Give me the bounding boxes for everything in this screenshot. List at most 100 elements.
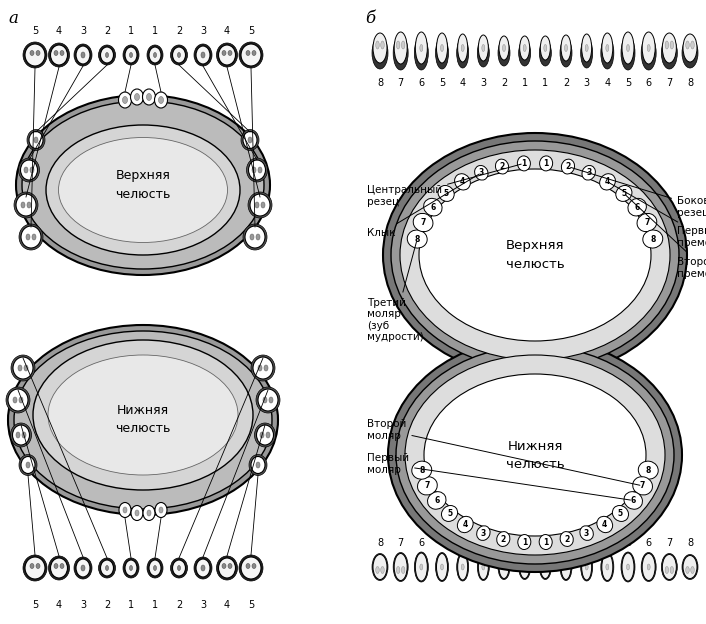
- Text: 2: 2: [564, 535, 569, 544]
- Text: 1: 1: [128, 600, 134, 610]
- Ellipse shape: [81, 52, 85, 58]
- Ellipse shape: [123, 97, 128, 104]
- Text: 2: 2: [566, 162, 570, 171]
- Text: 2: 2: [104, 600, 110, 610]
- Text: 5: 5: [621, 189, 626, 198]
- Ellipse shape: [396, 567, 400, 573]
- Ellipse shape: [26, 462, 30, 468]
- Ellipse shape: [8, 325, 278, 515]
- Text: 7: 7: [397, 78, 404, 88]
- Ellipse shape: [228, 51, 232, 56]
- Text: 1: 1: [128, 26, 134, 36]
- Ellipse shape: [159, 507, 163, 513]
- Text: 3: 3: [586, 168, 592, 177]
- Ellipse shape: [256, 462, 260, 468]
- Ellipse shape: [49, 43, 69, 67]
- Ellipse shape: [149, 560, 161, 576]
- Ellipse shape: [177, 565, 181, 570]
- Ellipse shape: [256, 425, 273, 445]
- Ellipse shape: [520, 555, 530, 578]
- Ellipse shape: [393, 36, 408, 70]
- Ellipse shape: [254, 423, 275, 447]
- Ellipse shape: [264, 365, 268, 371]
- Ellipse shape: [523, 44, 526, 52]
- Ellipse shape: [21, 226, 41, 248]
- Text: 2: 2: [499, 162, 505, 171]
- Text: 5: 5: [32, 600, 38, 610]
- Ellipse shape: [27, 202, 31, 208]
- Ellipse shape: [457, 516, 473, 533]
- Ellipse shape: [14, 192, 38, 218]
- Ellipse shape: [14, 331, 272, 509]
- Ellipse shape: [217, 556, 237, 580]
- Ellipse shape: [498, 40, 510, 66]
- Ellipse shape: [33, 340, 253, 490]
- Ellipse shape: [59, 137, 227, 243]
- Ellipse shape: [436, 552, 448, 582]
- Ellipse shape: [373, 33, 387, 63]
- Ellipse shape: [580, 38, 592, 68]
- Ellipse shape: [24, 167, 28, 173]
- Ellipse shape: [171, 45, 188, 65]
- Ellipse shape: [129, 565, 133, 570]
- Ellipse shape: [196, 559, 210, 577]
- Ellipse shape: [412, 461, 431, 479]
- Ellipse shape: [391, 141, 679, 369]
- Ellipse shape: [582, 554, 592, 580]
- Ellipse shape: [642, 230, 663, 248]
- Ellipse shape: [626, 44, 630, 52]
- Text: 4: 4: [462, 520, 468, 529]
- Ellipse shape: [243, 224, 267, 250]
- Ellipse shape: [194, 557, 212, 579]
- Ellipse shape: [383, 133, 687, 377]
- Ellipse shape: [143, 505, 155, 520]
- Text: 2: 2: [104, 26, 110, 36]
- Ellipse shape: [457, 38, 469, 68]
- Text: 6: 6: [418, 78, 424, 88]
- Ellipse shape: [503, 564, 505, 570]
- Text: 3: 3: [80, 26, 86, 36]
- Text: 3: 3: [480, 78, 486, 88]
- Ellipse shape: [11, 355, 35, 381]
- Ellipse shape: [477, 39, 489, 67]
- Text: 4: 4: [602, 520, 607, 529]
- Text: 5: 5: [248, 600, 254, 610]
- Text: 3: 3: [200, 600, 206, 610]
- Text: 6: 6: [418, 538, 424, 548]
- Ellipse shape: [544, 564, 547, 570]
- Text: 5: 5: [439, 538, 445, 548]
- Text: 4: 4: [56, 26, 62, 36]
- Ellipse shape: [420, 564, 423, 570]
- Ellipse shape: [457, 554, 467, 580]
- Ellipse shape: [376, 567, 379, 573]
- Ellipse shape: [438, 185, 454, 202]
- Ellipse shape: [218, 558, 236, 578]
- Ellipse shape: [123, 507, 127, 513]
- Ellipse shape: [601, 552, 614, 582]
- Ellipse shape: [135, 94, 140, 100]
- Ellipse shape: [436, 37, 448, 69]
- Ellipse shape: [194, 44, 212, 66]
- Text: 6: 6: [630, 496, 636, 505]
- Ellipse shape: [503, 44, 505, 52]
- Ellipse shape: [561, 555, 571, 580]
- Ellipse shape: [251, 457, 265, 474]
- Ellipse shape: [612, 505, 628, 522]
- Ellipse shape: [582, 34, 592, 62]
- Ellipse shape: [149, 47, 161, 63]
- Ellipse shape: [76, 46, 90, 64]
- Ellipse shape: [415, 553, 427, 581]
- Ellipse shape: [519, 555, 531, 580]
- Ellipse shape: [258, 389, 278, 411]
- Ellipse shape: [606, 564, 609, 570]
- Text: 4: 4: [224, 600, 230, 610]
- Text: б: б: [365, 10, 375, 27]
- Ellipse shape: [637, 213, 657, 232]
- Ellipse shape: [16, 194, 36, 216]
- Ellipse shape: [256, 234, 260, 240]
- Ellipse shape: [642, 32, 655, 64]
- Ellipse shape: [24, 365, 28, 371]
- Ellipse shape: [105, 52, 109, 57]
- Text: а: а: [8, 10, 18, 27]
- Ellipse shape: [372, 553, 388, 580]
